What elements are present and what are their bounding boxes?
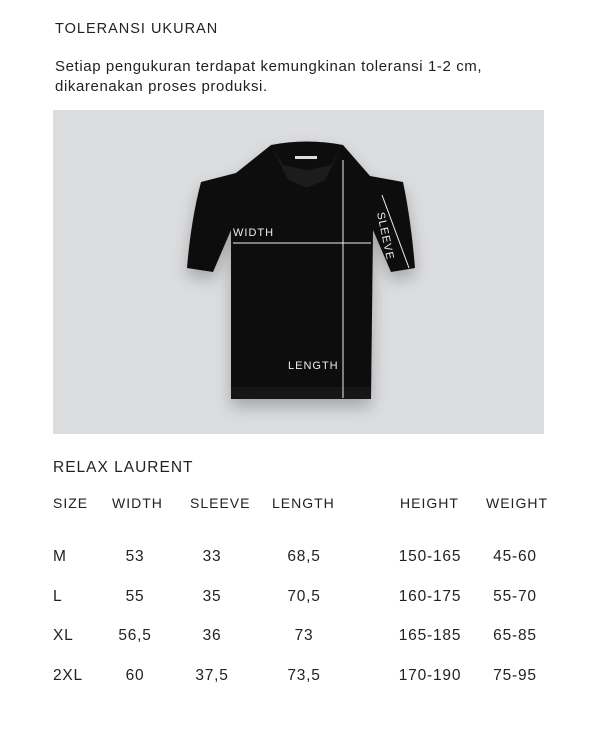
cell-weight: 75-95 [493, 667, 537, 684]
cell-height: 170-190 [398, 667, 462, 684]
cell-size: L [53, 588, 63, 605]
cell-size: XL [53, 627, 74, 644]
cell-sleeve: 36 [202, 627, 222, 644]
cell-weight: 55-70 [493, 588, 537, 605]
cell-weight: 45-60 [493, 548, 537, 565]
cell-height: 165-185 [398, 627, 462, 644]
header-width: WIDTH [112, 495, 163, 511]
product-name: RELAX LAURENT [53, 459, 194, 476]
cell-size: 2XL [53, 667, 83, 684]
cell-length: 73,5 [287, 667, 321, 684]
cell-weight: 65-85 [493, 627, 537, 644]
cell-width: 60 [125, 667, 145, 684]
header-length: LENGTH [272, 495, 335, 511]
cell-sleeve: 33 [202, 548, 222, 565]
header-size: SIZE [53, 495, 89, 511]
header-weight: WEIGHT [486, 495, 548, 511]
width-label: WIDTH [233, 227, 274, 239]
cell-height: 160-175 [398, 588, 462, 605]
length-label: LENGTH [288, 360, 339, 372]
cell-length: 70,5 [287, 588, 321, 605]
cell-width: 56,5 [118, 627, 152, 644]
cell-height: 150-165 [398, 548, 462, 565]
cell-size: M [53, 548, 67, 565]
cell-length: 68,5 [287, 548, 321, 565]
header-sleeve: SLEEVE [190, 495, 251, 511]
size-guide-image: WIDTH LENGTH SLEEVE [53, 110, 544, 434]
tolerance-note: Setiap pengukuran terdapat kemungkinan t… [55, 58, 483, 95]
cell-width: 53 [125, 548, 145, 565]
section-title: TOLERANSI UKURAN [55, 21, 219, 37]
cell-width: 55 [125, 588, 145, 605]
header-height: HEIGHT [400, 495, 459, 511]
cell-sleeve: 37,5 [195, 667, 229, 684]
cell-sleeve: 35 [202, 588, 222, 605]
cell-length: 73 [294, 627, 314, 644]
polo-shirt [187, 141, 415, 399]
